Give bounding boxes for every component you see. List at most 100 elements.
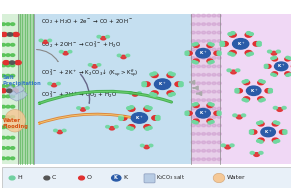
- Circle shape: [140, 144, 144, 147]
- FancyArrowPatch shape: [39, 114, 144, 123]
- Circle shape: [264, 64, 268, 67]
- Circle shape: [194, 103, 198, 105]
- Circle shape: [201, 57, 206, 59]
- Text: K$^+$: K$^+$: [277, 63, 285, 70]
- Circle shape: [11, 23, 15, 26]
- Circle shape: [191, 31, 195, 34]
- Circle shape: [114, 125, 118, 128]
- Circle shape: [120, 116, 127, 120]
- Circle shape: [11, 43, 15, 46]
- Circle shape: [79, 176, 84, 180]
- Circle shape: [212, 82, 216, 84]
- Circle shape: [179, 82, 183, 85]
- Circle shape: [246, 53, 251, 56]
- Circle shape: [207, 104, 213, 107]
- Circle shape: [217, 40, 221, 42]
- Circle shape: [207, 65, 211, 68]
- Circle shape: [217, 51, 221, 54]
- Circle shape: [152, 72, 157, 75]
- Circle shape: [191, 116, 195, 118]
- Circle shape: [207, 59, 213, 63]
- Circle shape: [214, 111, 220, 115]
- Circle shape: [246, 86, 261, 95]
- Circle shape: [6, 147, 10, 149]
- Circle shape: [236, 89, 242, 93]
- Circle shape: [128, 107, 135, 111]
- Circle shape: [220, 41, 225, 44]
- Circle shape: [8, 33, 13, 36]
- Circle shape: [97, 36, 101, 38]
- Text: Water
Flooding: Water Flooding: [3, 118, 28, 129]
- Circle shape: [6, 64, 10, 67]
- Circle shape: [217, 14, 221, 17]
- Circle shape: [273, 121, 277, 124]
- Circle shape: [268, 90, 272, 93]
- Circle shape: [231, 32, 235, 35]
- Circle shape: [246, 32, 251, 35]
- Circle shape: [197, 48, 200, 51]
- Circle shape: [142, 82, 146, 85]
- Text: K$^+$: K$^+$: [264, 128, 272, 136]
- Circle shape: [6, 54, 10, 56]
- Circle shape: [285, 57, 291, 61]
- Circle shape: [243, 97, 250, 101]
- Circle shape: [9, 176, 15, 180]
- Circle shape: [212, 99, 216, 101]
- Circle shape: [283, 130, 287, 132]
- Circle shape: [271, 51, 277, 55]
- Circle shape: [243, 81, 250, 85]
- Circle shape: [11, 105, 15, 108]
- Circle shape: [1, 147, 6, 149]
- Circle shape: [191, 149, 195, 152]
- Circle shape: [212, 149, 216, 152]
- Circle shape: [207, 57, 211, 59]
- Circle shape: [197, 31, 200, 34]
- Circle shape: [63, 52, 68, 55]
- Circle shape: [193, 59, 199, 63]
- Circle shape: [6, 33, 10, 36]
- Circle shape: [129, 106, 134, 109]
- Circle shape: [207, 43, 213, 47]
- Circle shape: [201, 23, 206, 26]
- Circle shape: [48, 39, 52, 42]
- Circle shape: [259, 99, 263, 102]
- Circle shape: [167, 73, 174, 77]
- Circle shape: [191, 23, 195, 26]
- Circle shape: [15, 61, 21, 65]
- Circle shape: [245, 50, 252, 55]
- Circle shape: [11, 157, 15, 160]
- Circle shape: [257, 41, 261, 44]
- Circle shape: [201, 14, 206, 17]
- Circle shape: [207, 23, 211, 26]
- Circle shape: [212, 23, 216, 26]
- Circle shape: [197, 82, 200, 84]
- Circle shape: [175, 82, 182, 86]
- Text: K$^+$: K$^+$: [158, 80, 167, 88]
- Text: Salt
Precipitation: Salt Precipitation: [3, 75, 41, 86]
- Circle shape: [201, 107, 206, 110]
- Circle shape: [244, 80, 248, 82]
- Circle shape: [145, 106, 150, 109]
- Circle shape: [1, 105, 6, 108]
- Circle shape: [220, 43, 225, 46]
- Circle shape: [212, 141, 216, 144]
- Circle shape: [201, 149, 206, 152]
- Circle shape: [207, 149, 211, 152]
- Circle shape: [259, 140, 263, 143]
- Circle shape: [191, 57, 195, 59]
- Circle shape: [253, 42, 260, 46]
- Text: K$^+$: K$^+$: [135, 114, 144, 122]
- Circle shape: [86, 107, 89, 109]
- Circle shape: [13, 33, 19, 36]
- Circle shape: [192, 60, 196, 63]
- Circle shape: [217, 65, 221, 68]
- Circle shape: [210, 121, 214, 123]
- Circle shape: [197, 116, 200, 118]
- Circle shape: [133, 93, 138, 96]
- Circle shape: [217, 149, 221, 152]
- Circle shape: [250, 152, 254, 154]
- Circle shape: [274, 62, 288, 71]
- Circle shape: [196, 108, 210, 118]
- Circle shape: [191, 99, 195, 101]
- Circle shape: [54, 129, 57, 132]
